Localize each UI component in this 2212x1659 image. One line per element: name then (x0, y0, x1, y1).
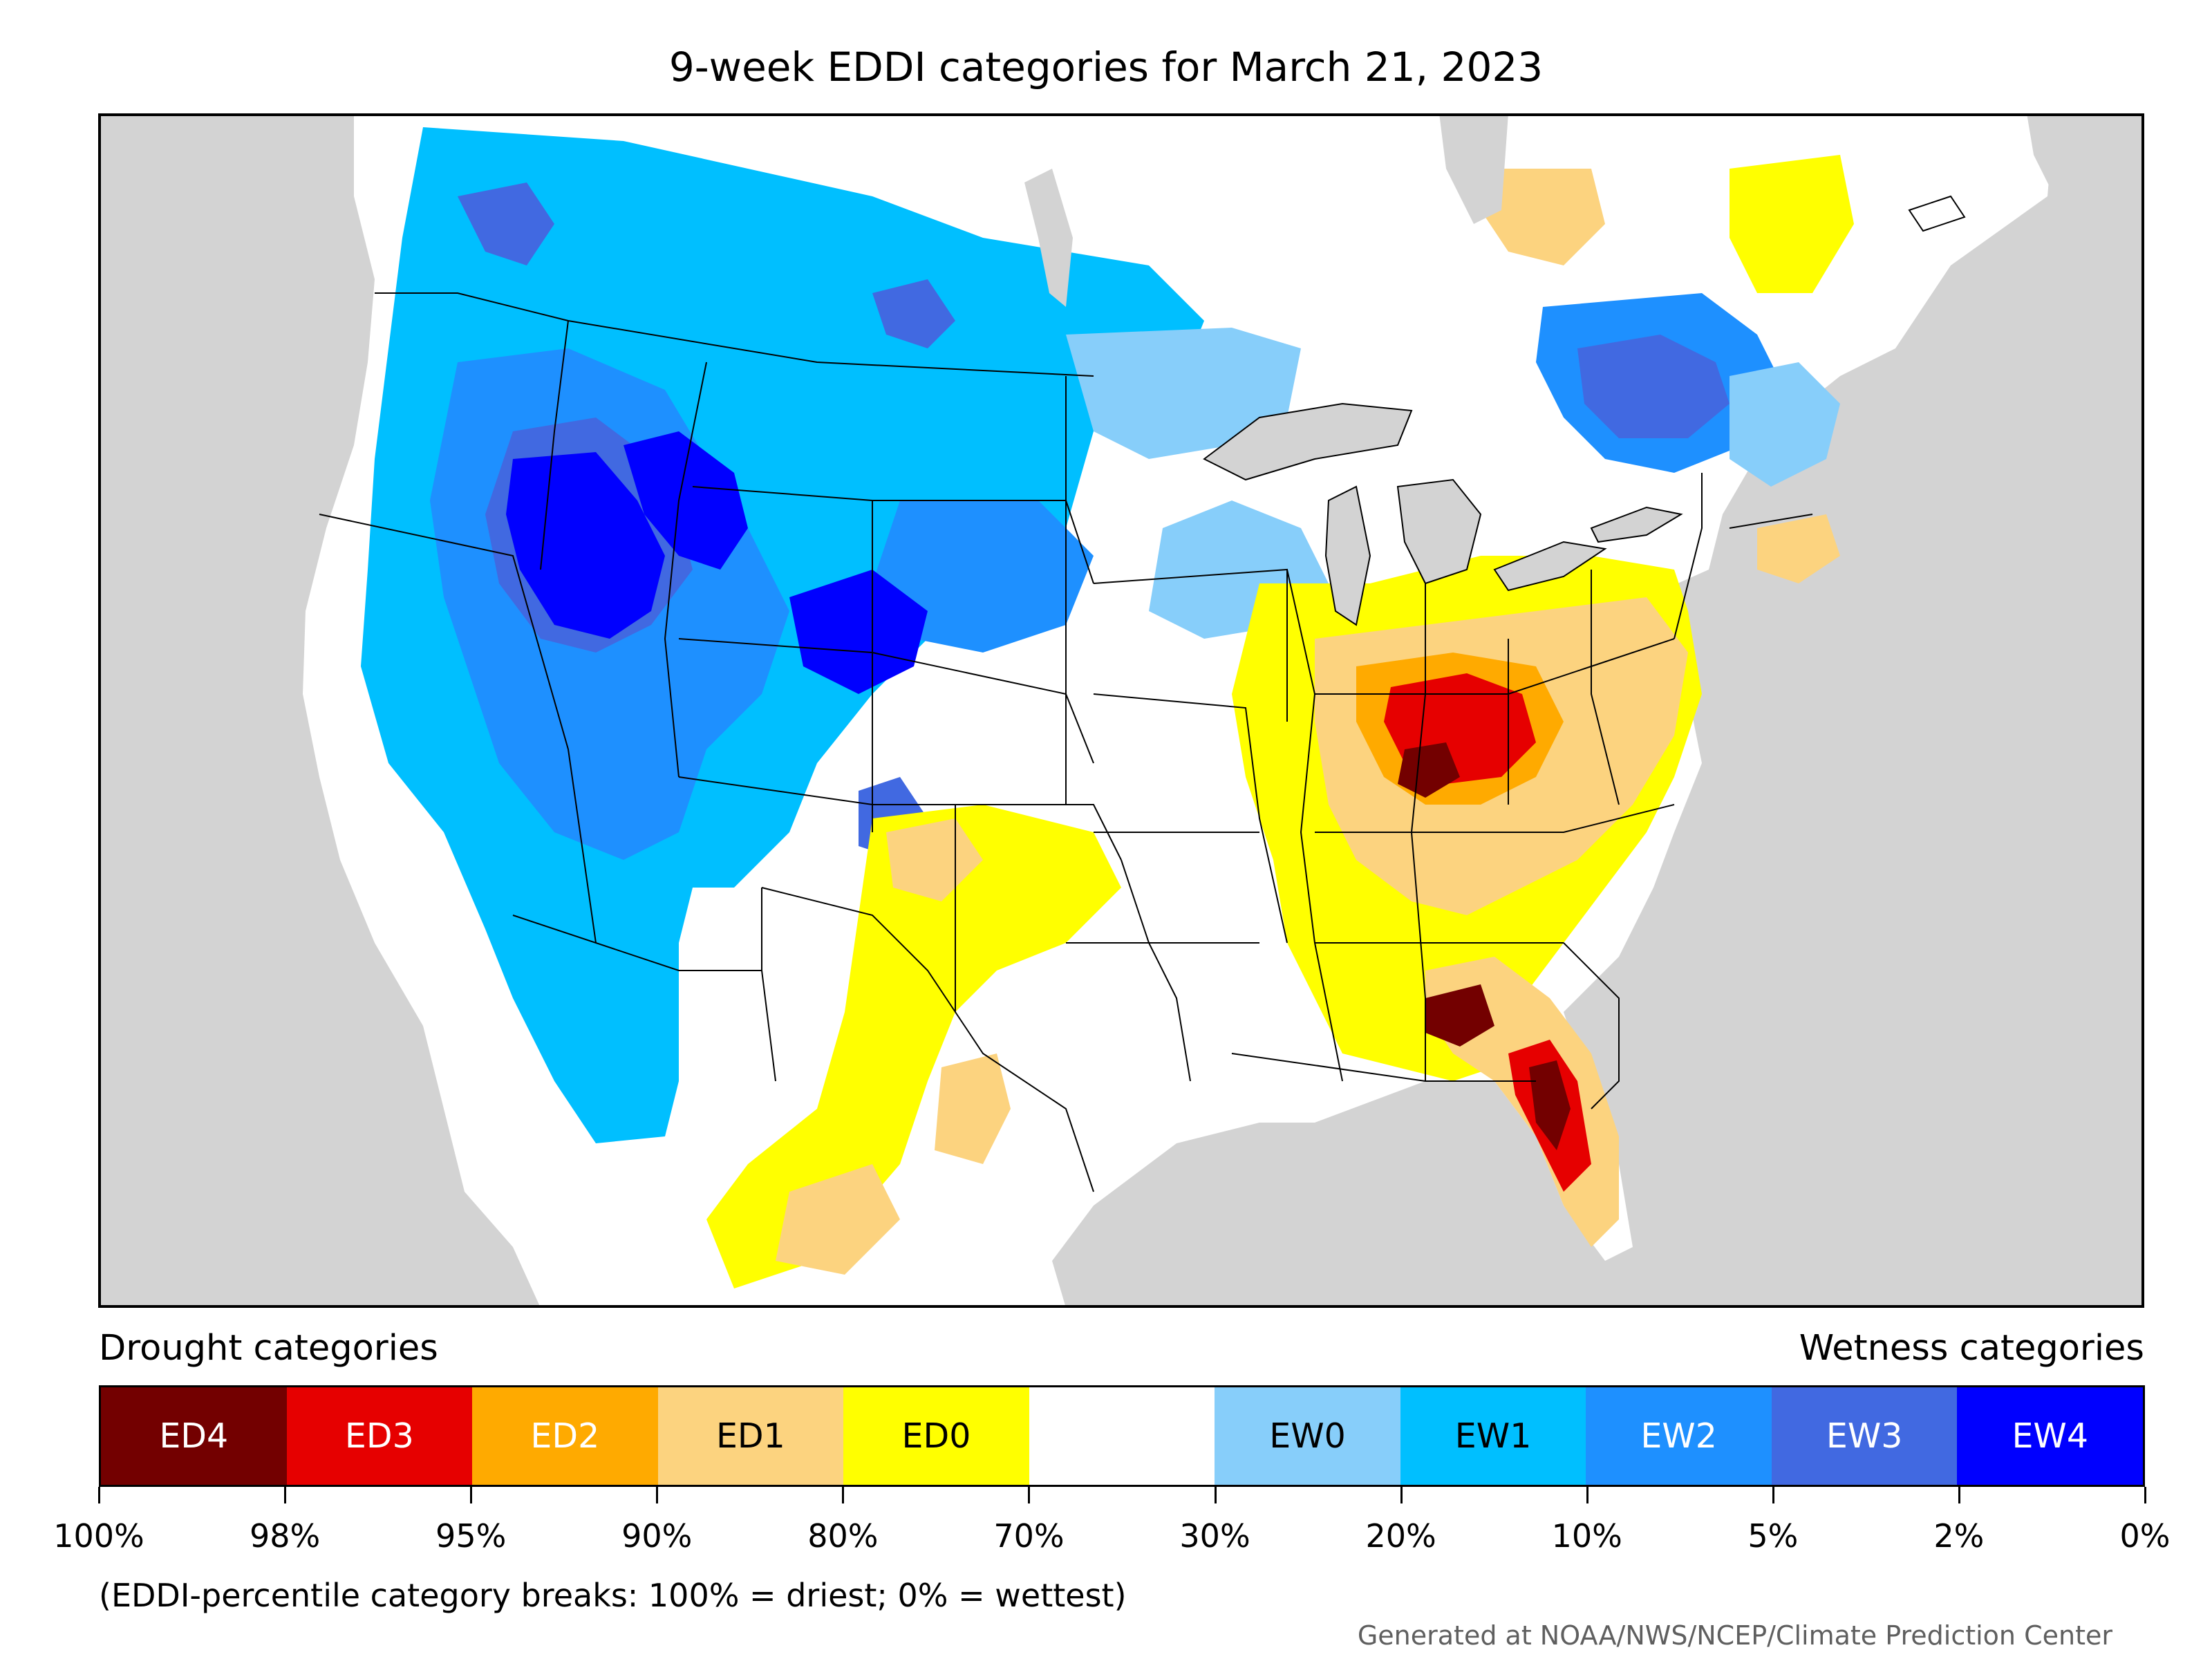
legend-ticks (98, 1487, 2146, 1505)
legend-segment-ew4: EW4 (1957, 1387, 2144, 1485)
legend-segment-ew1: EW1 (1400, 1387, 1586, 1485)
legend-tick-label: 30% (1179, 1517, 1250, 1555)
map-title: 9-week EDDI categories for March 21, 202… (668, 44, 1544, 91)
legend-tick-label: 20% (1365, 1517, 1436, 1555)
drought-categories-label: Drought categories (99, 1328, 438, 1369)
legend-segment-ed3: ED3 (286, 1387, 473, 1485)
legend-segment-ew2: EW2 (1586, 1387, 1772, 1485)
legend-tick-label: 0% (2119, 1517, 2171, 1555)
category-breaks-note: (EDDI-percentile category breaks: 100% =… (99, 1577, 1127, 1614)
wetness-west (361, 127, 1840, 1143)
legend-tick (842, 1487, 845, 1503)
legend-tick-label: 95% (435, 1517, 507, 1555)
state-borders (319, 292, 1813, 1192)
legend-tick (1772, 1487, 1774, 1503)
legend-tick-label: 5% (1747, 1517, 1799, 1555)
legend-tick (470, 1487, 473, 1503)
legend-tick-label: 100% (53, 1517, 144, 1555)
legend-segment-ew3: EW3 (1771, 1387, 1958, 1485)
legend-segment-none (1029, 1387, 1215, 1485)
legend-tick-label: 80% (807, 1517, 879, 1555)
legend-tick (98, 1487, 100, 1503)
legend-tick (1958, 1487, 1960, 1503)
legend-tick-label: 2% (1933, 1517, 1985, 1555)
wetness-categories-label: Wetness categories (1799, 1328, 2144, 1369)
credit-line: Generated at NOAA/NWS/NCEP/Climate Predi… (1357, 1620, 2112, 1651)
great-lakes (1024, 113, 2144, 626)
legend-segment-ew0: EW0 (1215, 1387, 1400, 1485)
legend-tick-label: 10% (1551, 1517, 1622, 1555)
eddi-map (98, 113, 2144, 1308)
legend-segment-ed1: ED1 (657, 1387, 844, 1485)
dryness-south-central (706, 805, 1121, 1288)
legend-tick (2144, 1487, 2146, 1503)
legend-tick (1400, 1487, 1403, 1503)
legend-tick-label: 98% (249, 1517, 321, 1555)
legend-tick (284, 1487, 287, 1503)
legend-tick-label: 70% (993, 1517, 1065, 1555)
legend-segment-ed0: ED0 (843, 1387, 1029, 1485)
legend-segment-ed2: ED2 (472, 1387, 658, 1485)
legend-segment-ed4: ED4 (101, 1387, 287, 1485)
legend-tick-label: 90% (621, 1517, 693, 1555)
dryness-east (1232, 155, 1854, 1247)
legend-colorbar: ED4 ED3 ED2 ED1 ED0 EW0 EW1 EW2 EW3 EW4 (99, 1385, 2145, 1487)
map-frame (98, 113, 2144, 1308)
legend-tick (1214, 1487, 1217, 1503)
legend-tick (1586, 1487, 1588, 1503)
legend-tick (1028, 1487, 1031, 1503)
legend-tick (656, 1487, 659, 1503)
